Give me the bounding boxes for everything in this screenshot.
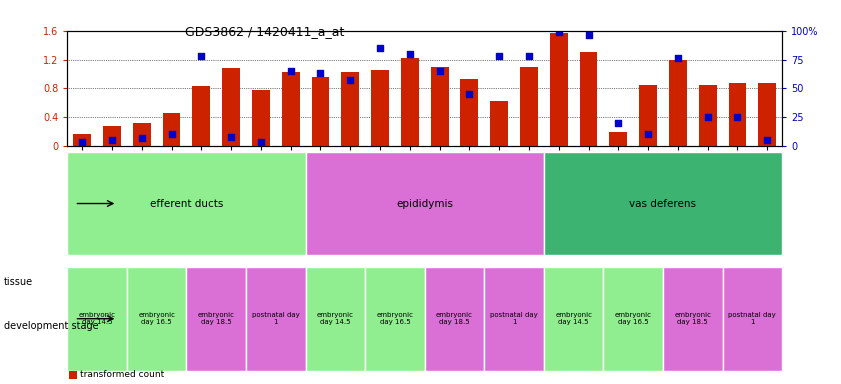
Text: postnatal day
1: postnatal day 1 (728, 312, 776, 325)
Bar (520, 67, 538, 146)
Text: vas deferens: vas deferens (629, 199, 696, 209)
Text: embryonic
day 18.5: embryonic day 18.5 (198, 312, 235, 325)
Bar (669, 60, 687, 146)
Point (284, 68, 298, 74)
Text: efferent ducts: efferent ducts (150, 199, 223, 209)
Text: postnatal day
1: postnatal day 1 (252, 312, 299, 325)
Point (225, 134, 238, 140)
Point (731, 114, 744, 120)
Bar (193, 86, 210, 146)
Text: embryonic
day 14.5: embryonic day 14.5 (555, 312, 592, 325)
FancyBboxPatch shape (127, 267, 187, 371)
Point (343, 77, 357, 83)
Point (76, 139, 89, 146)
Bar (579, 52, 597, 146)
Bar (311, 77, 330, 146)
Text: transformed count: transformed count (80, 370, 164, 379)
Bar (550, 33, 568, 146)
FancyBboxPatch shape (246, 267, 305, 371)
Bar (371, 70, 389, 146)
Point (760, 137, 774, 143)
FancyBboxPatch shape (305, 267, 365, 371)
Bar (401, 58, 419, 146)
Bar (162, 113, 181, 146)
FancyBboxPatch shape (365, 267, 425, 371)
Text: embryonic
day 16.5: embryonic day 16.5 (377, 312, 414, 325)
Bar (699, 85, 717, 146)
Point (582, 32, 595, 38)
Point (642, 131, 655, 137)
Text: postnatal day
1: postnatal day 1 (490, 312, 538, 325)
Bar (759, 83, 776, 146)
Bar (341, 73, 359, 146)
Bar (133, 123, 151, 146)
Bar (222, 68, 240, 146)
Point (552, 29, 565, 35)
Bar (461, 79, 479, 146)
Text: embryonic
day 16.5: embryonic day 16.5 (138, 312, 175, 325)
Point (522, 53, 536, 59)
Point (194, 53, 208, 59)
Text: embryonic
day 14.5: embryonic day 14.5 (317, 312, 354, 325)
Bar (639, 85, 657, 146)
Point (373, 45, 387, 51)
FancyBboxPatch shape (425, 267, 484, 371)
Bar (610, 131, 627, 146)
Text: development stage: development stage (4, 321, 99, 331)
Bar (282, 73, 299, 146)
FancyBboxPatch shape (663, 267, 722, 371)
FancyBboxPatch shape (187, 267, 246, 371)
Point (701, 114, 714, 120)
Bar (728, 83, 746, 146)
Point (433, 68, 447, 74)
Point (105, 137, 119, 143)
FancyBboxPatch shape (67, 152, 305, 255)
Text: embryonic
day 18.5: embryonic day 18.5 (674, 312, 711, 325)
Point (671, 55, 685, 61)
Point (254, 139, 267, 146)
Text: epididymis: epididymis (396, 199, 453, 209)
Bar (490, 101, 508, 146)
Point (611, 120, 625, 126)
Bar (252, 91, 270, 146)
Point (314, 70, 327, 76)
Text: embryonic
day 16.5: embryonic day 16.5 (615, 312, 652, 325)
Point (493, 53, 506, 59)
FancyBboxPatch shape (305, 152, 544, 255)
FancyBboxPatch shape (544, 267, 603, 371)
Text: embryonic
day 18.5: embryonic day 18.5 (436, 312, 473, 325)
Text: GDS3862 / 1420411_a_at: GDS3862 / 1420411_a_at (185, 25, 345, 38)
Point (403, 51, 416, 57)
Point (463, 91, 476, 97)
Bar (73, 134, 91, 146)
FancyBboxPatch shape (603, 267, 663, 371)
Point (135, 135, 149, 141)
FancyBboxPatch shape (544, 152, 782, 255)
FancyBboxPatch shape (67, 267, 127, 371)
Text: embryonic
day 14.5: embryonic day 14.5 (78, 312, 115, 325)
Bar (103, 126, 121, 146)
FancyBboxPatch shape (484, 267, 544, 371)
Point (165, 131, 178, 137)
FancyBboxPatch shape (722, 267, 782, 371)
Text: tissue: tissue (4, 277, 34, 287)
Bar (431, 67, 448, 146)
